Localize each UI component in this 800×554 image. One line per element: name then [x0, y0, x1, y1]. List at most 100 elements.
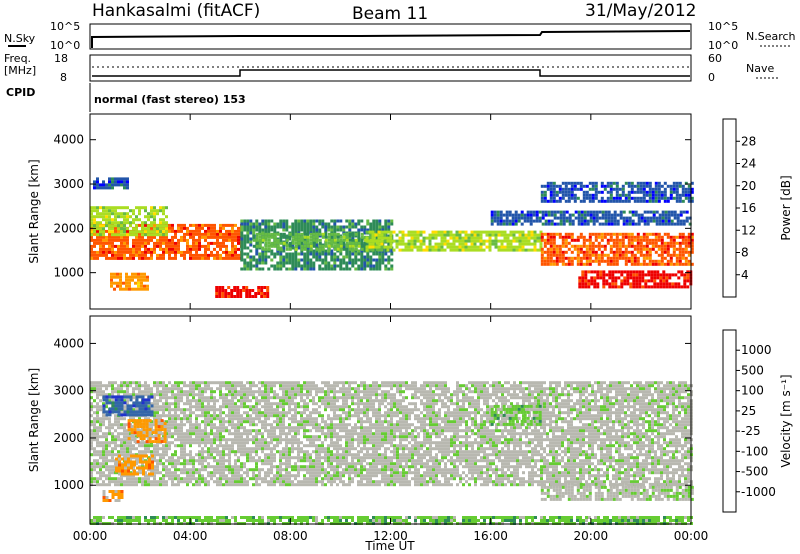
- data-cell: [198, 408, 201, 412]
- data-cell: [632, 276, 636, 280]
- data-cell: [562, 222, 566, 226]
- data-cell: [285, 267, 289, 271]
- data-cell: [150, 474, 153, 478]
- data-cell: [378, 264, 382, 268]
- data-cell: [153, 480, 156, 484]
- data-cell: [111, 241, 114, 245]
- data-cell: [668, 285, 672, 289]
- data-cell: [222, 453, 225, 457]
- data-cell: [120, 483, 123, 487]
- data-cell: [159, 453, 162, 457]
- data-cell: [529, 216, 533, 220]
- data-cell: [342, 240, 346, 244]
- data-cell: [576, 244, 580, 248]
- data-cell: [153, 471, 156, 475]
- data-cell: [189, 474, 192, 478]
- data-cell: [309, 235, 313, 239]
- data-cell: [636, 244, 640, 248]
- data-cell: [233, 286, 237, 289]
- data-cell: [198, 232, 201, 236]
- data-cell: [633, 199, 637, 203]
- data-cell: [192, 390, 195, 394]
- data-cell: [654, 196, 658, 200]
- data-cell: [261, 426, 264, 430]
- data-cell: [564, 184, 568, 188]
- data-cell: [267, 441, 270, 445]
- data-cell: [464, 242, 468, 246]
- data-cell: [144, 381, 147, 385]
- data-cell: [267, 384, 270, 388]
- data-cell: [354, 247, 358, 251]
- data-cell: [383, 230, 387, 234]
- data-cell: [615, 184, 619, 188]
- data-cell: [401, 242, 405, 246]
- data-cell: [672, 262, 676, 266]
- data-cell: [458, 245, 462, 249]
- data-cell: [621, 238, 625, 242]
- data-cell: [243, 438, 246, 442]
- data-cell: [248, 295, 252, 298]
- data-cell: [321, 244, 325, 248]
- data-cell: [144, 390, 147, 394]
- data-cell: [114, 429, 117, 433]
- data-cell: [111, 435, 114, 439]
- data-cell: [168, 402, 171, 406]
- data-cell: [264, 480, 267, 484]
- data-cell: [276, 441, 279, 445]
- data-cell: [521, 233, 525, 237]
- data-cell: [270, 432, 273, 436]
- data-cell: [93, 435, 96, 439]
- data-cell: [264, 444, 267, 448]
- data-cell: [609, 259, 613, 263]
- data-cell: [225, 474, 228, 478]
- data-cell: [239, 295, 243, 298]
- data-cell: [330, 252, 334, 256]
- data-cell: [288, 255, 292, 259]
- data-cell: [546, 250, 550, 254]
- data-cell: [659, 282, 663, 286]
- data-cell: [512, 236, 516, 240]
- data-cell: [207, 456, 210, 460]
- data-cell: [684, 238, 688, 242]
- data-cell: [663, 181, 667, 185]
- data-cell: [135, 241, 138, 245]
- data-cell: [549, 262, 553, 266]
- data-cell: [261, 405, 264, 409]
- data-cell: [449, 242, 453, 246]
- data-cell: [143, 284, 146, 288]
- data-cell: [345, 225, 349, 229]
- data-cell: [246, 240, 250, 244]
- data-cell: [306, 267, 310, 271]
- data-cell: [431, 233, 435, 237]
- data-cell: [294, 258, 298, 262]
- data-cell: [111, 180, 114, 184]
- data-cell: [195, 244, 198, 248]
- data-cell: [159, 235, 162, 239]
- data-cell: [598, 222, 602, 226]
- data-cell: [381, 255, 385, 259]
- data-cell: [165, 459, 168, 463]
- data-cell: [222, 256, 225, 260]
- data-cell: [99, 393, 102, 397]
- data-cell: [261, 258, 265, 262]
- data-cell: [213, 450, 216, 454]
- data-cell: [428, 236, 432, 240]
- data-cell: [204, 456, 207, 460]
- data-cell: [674, 282, 678, 286]
- data-cell: [153, 396, 156, 400]
- data-cell: [174, 459, 177, 463]
- data-cell: [558, 235, 562, 239]
- data-cell: [99, 227, 102, 231]
- data-cell: [99, 390, 102, 394]
- data-cell: [559, 216, 563, 220]
- data-cell: [443, 248, 447, 252]
- data-cell: [371, 239, 375, 243]
- data-cell: [368, 239, 372, 243]
- data-cell: [171, 241, 174, 245]
- data-cell: [585, 247, 589, 251]
- data-cell: [303, 255, 307, 259]
- data-cell: [90, 423, 93, 427]
- data-cell: [119, 272, 122, 276]
- data-cell: [664, 216, 668, 220]
- data-cell: [126, 423, 129, 427]
